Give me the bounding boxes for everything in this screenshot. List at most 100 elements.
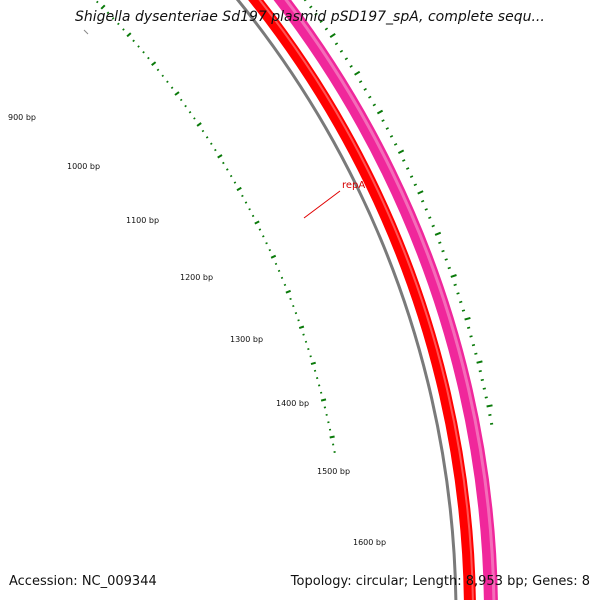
minor-outer-tick	[414, 184, 417, 185]
minor-scale-tick	[316, 378, 318, 379]
minor-outer-tick	[472, 345, 475, 346]
minor-scale-tick	[252, 216, 254, 217]
major-outer-tick	[304, 0, 309, 1]
minor-outer-tick	[490, 424, 493, 425]
minor-outer-tick	[390, 136, 393, 137]
minor-scale-tick	[245, 202, 247, 203]
minor-scale-tick	[290, 299, 292, 300]
minor-outer-tick	[382, 120, 385, 121]
major-scale-tick	[218, 155, 222, 158]
minor-scale-tick	[189, 112, 191, 113]
minor-outer-tick	[462, 310, 465, 311]
minor-outer-tick	[340, 51, 343, 53]
minor-scale-tick	[278, 271, 280, 272]
minor-outer-tick	[445, 259, 448, 260]
minor-scale-tick	[269, 250, 271, 251]
major-scale-tick	[299, 327, 304, 329]
major-outer-tick	[355, 72, 360, 75]
major-outer-tick	[487, 405, 493, 406]
accession-text: Accession: NC_009344	[9, 574, 157, 589]
minor-scale-tick	[320, 393, 322, 394]
major-outer-tick	[435, 233, 441, 235]
minor-outer-tick	[410, 176, 413, 177]
major-scale-tick	[175, 92, 179, 95]
minor-outer-tick	[442, 251, 445, 252]
minor-scale-tick	[234, 182, 236, 183]
minor-outer-tick	[402, 160, 405, 161]
minor-scale-tick	[180, 99, 182, 100]
topology-summary: Topology: circular; Length: 8,953 bp; Ge…	[291, 574, 590, 589]
minor-scale-tick	[298, 320, 300, 321]
minor-outer-tick	[359, 81, 362, 83]
minor-scale-tick	[275, 264, 277, 265]
sequence-arcs	[81, 0, 494, 600]
minor-scale-tick	[194, 118, 196, 119]
minor-outer-tick	[406, 168, 409, 169]
minor-scale-tick	[259, 229, 261, 230]
minor-scale-tick	[327, 422, 329, 423]
minor-outer-tick	[373, 104, 376, 106]
major-outer-tick	[451, 275, 457, 277]
title-leader	[84, 30, 88, 34]
minor-scale-tick	[284, 285, 286, 286]
minor-outer-tick	[448, 268, 451, 269]
scale-label: 1100 bp	[126, 216, 159, 225]
minor-outer-tick	[457, 293, 460, 294]
major-scale-tick	[255, 221, 259, 223]
minor-scale-tick	[314, 371, 316, 372]
minor-outer-tick	[459, 302, 462, 303]
minor-scale-tick	[157, 69, 159, 70]
forward-gene-arc	[102, 0, 491, 600]
minor-scale-tick	[206, 137, 208, 138]
major-scale-tick	[286, 291, 291, 293]
minor-scale-tick	[326, 415, 328, 416]
scale-label: 900 bp	[8, 113, 36, 122]
minor-scale-tick	[305, 342, 307, 343]
minor-scale-tick	[230, 176, 232, 177]
minor-scale-tick	[133, 40, 135, 41]
minor-scale-tick	[318, 385, 320, 386]
major-scale-tick	[197, 123, 201, 126]
minor-scale-tick	[292, 306, 294, 307]
minor-outer-tick	[488, 415, 491, 416]
minor-outer-tick	[438, 242, 441, 243]
scale-label: 1600 bp	[353, 538, 386, 547]
minor-outer-tick	[335, 43, 338, 45]
minor-outer-tick	[345, 58, 348, 60]
scale-label: 1500 bp	[317, 467, 350, 476]
minor-scale-tick	[303, 334, 305, 335]
minor-outer-tick	[369, 96, 372, 98]
minor-outer-tick	[325, 28, 327, 30]
minor-outer-tick	[310, 6, 312, 8]
major-outer-tick	[377, 111, 382, 114]
major-scale-tick	[152, 62, 156, 65]
major-scale-tick	[237, 188, 241, 190]
minor-scale-tick	[138, 46, 140, 47]
minor-outer-tick	[454, 284, 457, 285]
minor-scale-tick	[162, 75, 164, 76]
major-scale-tick	[311, 363, 316, 364]
major-scale-tick	[127, 33, 131, 36]
reverse-gene-arc	[90, 0, 471, 600]
minor-outer-tick	[432, 225, 435, 226]
minor-outer-tick	[467, 327, 470, 328]
minor-scale-tick	[295, 313, 297, 314]
major-outer-tick	[477, 361, 483, 362]
minor-scale-tick	[324, 407, 326, 408]
minor-scale-tick	[226, 169, 228, 170]
minor-scale-tick	[211, 143, 213, 144]
gene-label-repA: repA	[342, 180, 365, 191]
minor-scale-tick	[307, 349, 309, 350]
minor-scale-tick	[215, 150, 217, 151]
minor-scale-tick	[171, 87, 173, 88]
minor-outer-tick	[364, 89, 367, 91]
minor-outer-tick	[485, 397, 488, 398]
minor-outer-tick	[428, 217, 431, 218]
minor-outer-tick	[386, 128, 389, 129]
minor-outer-tick	[474, 353, 477, 354]
minor-outer-tick	[481, 380, 484, 381]
major-outer-tick	[418, 191, 423, 194]
